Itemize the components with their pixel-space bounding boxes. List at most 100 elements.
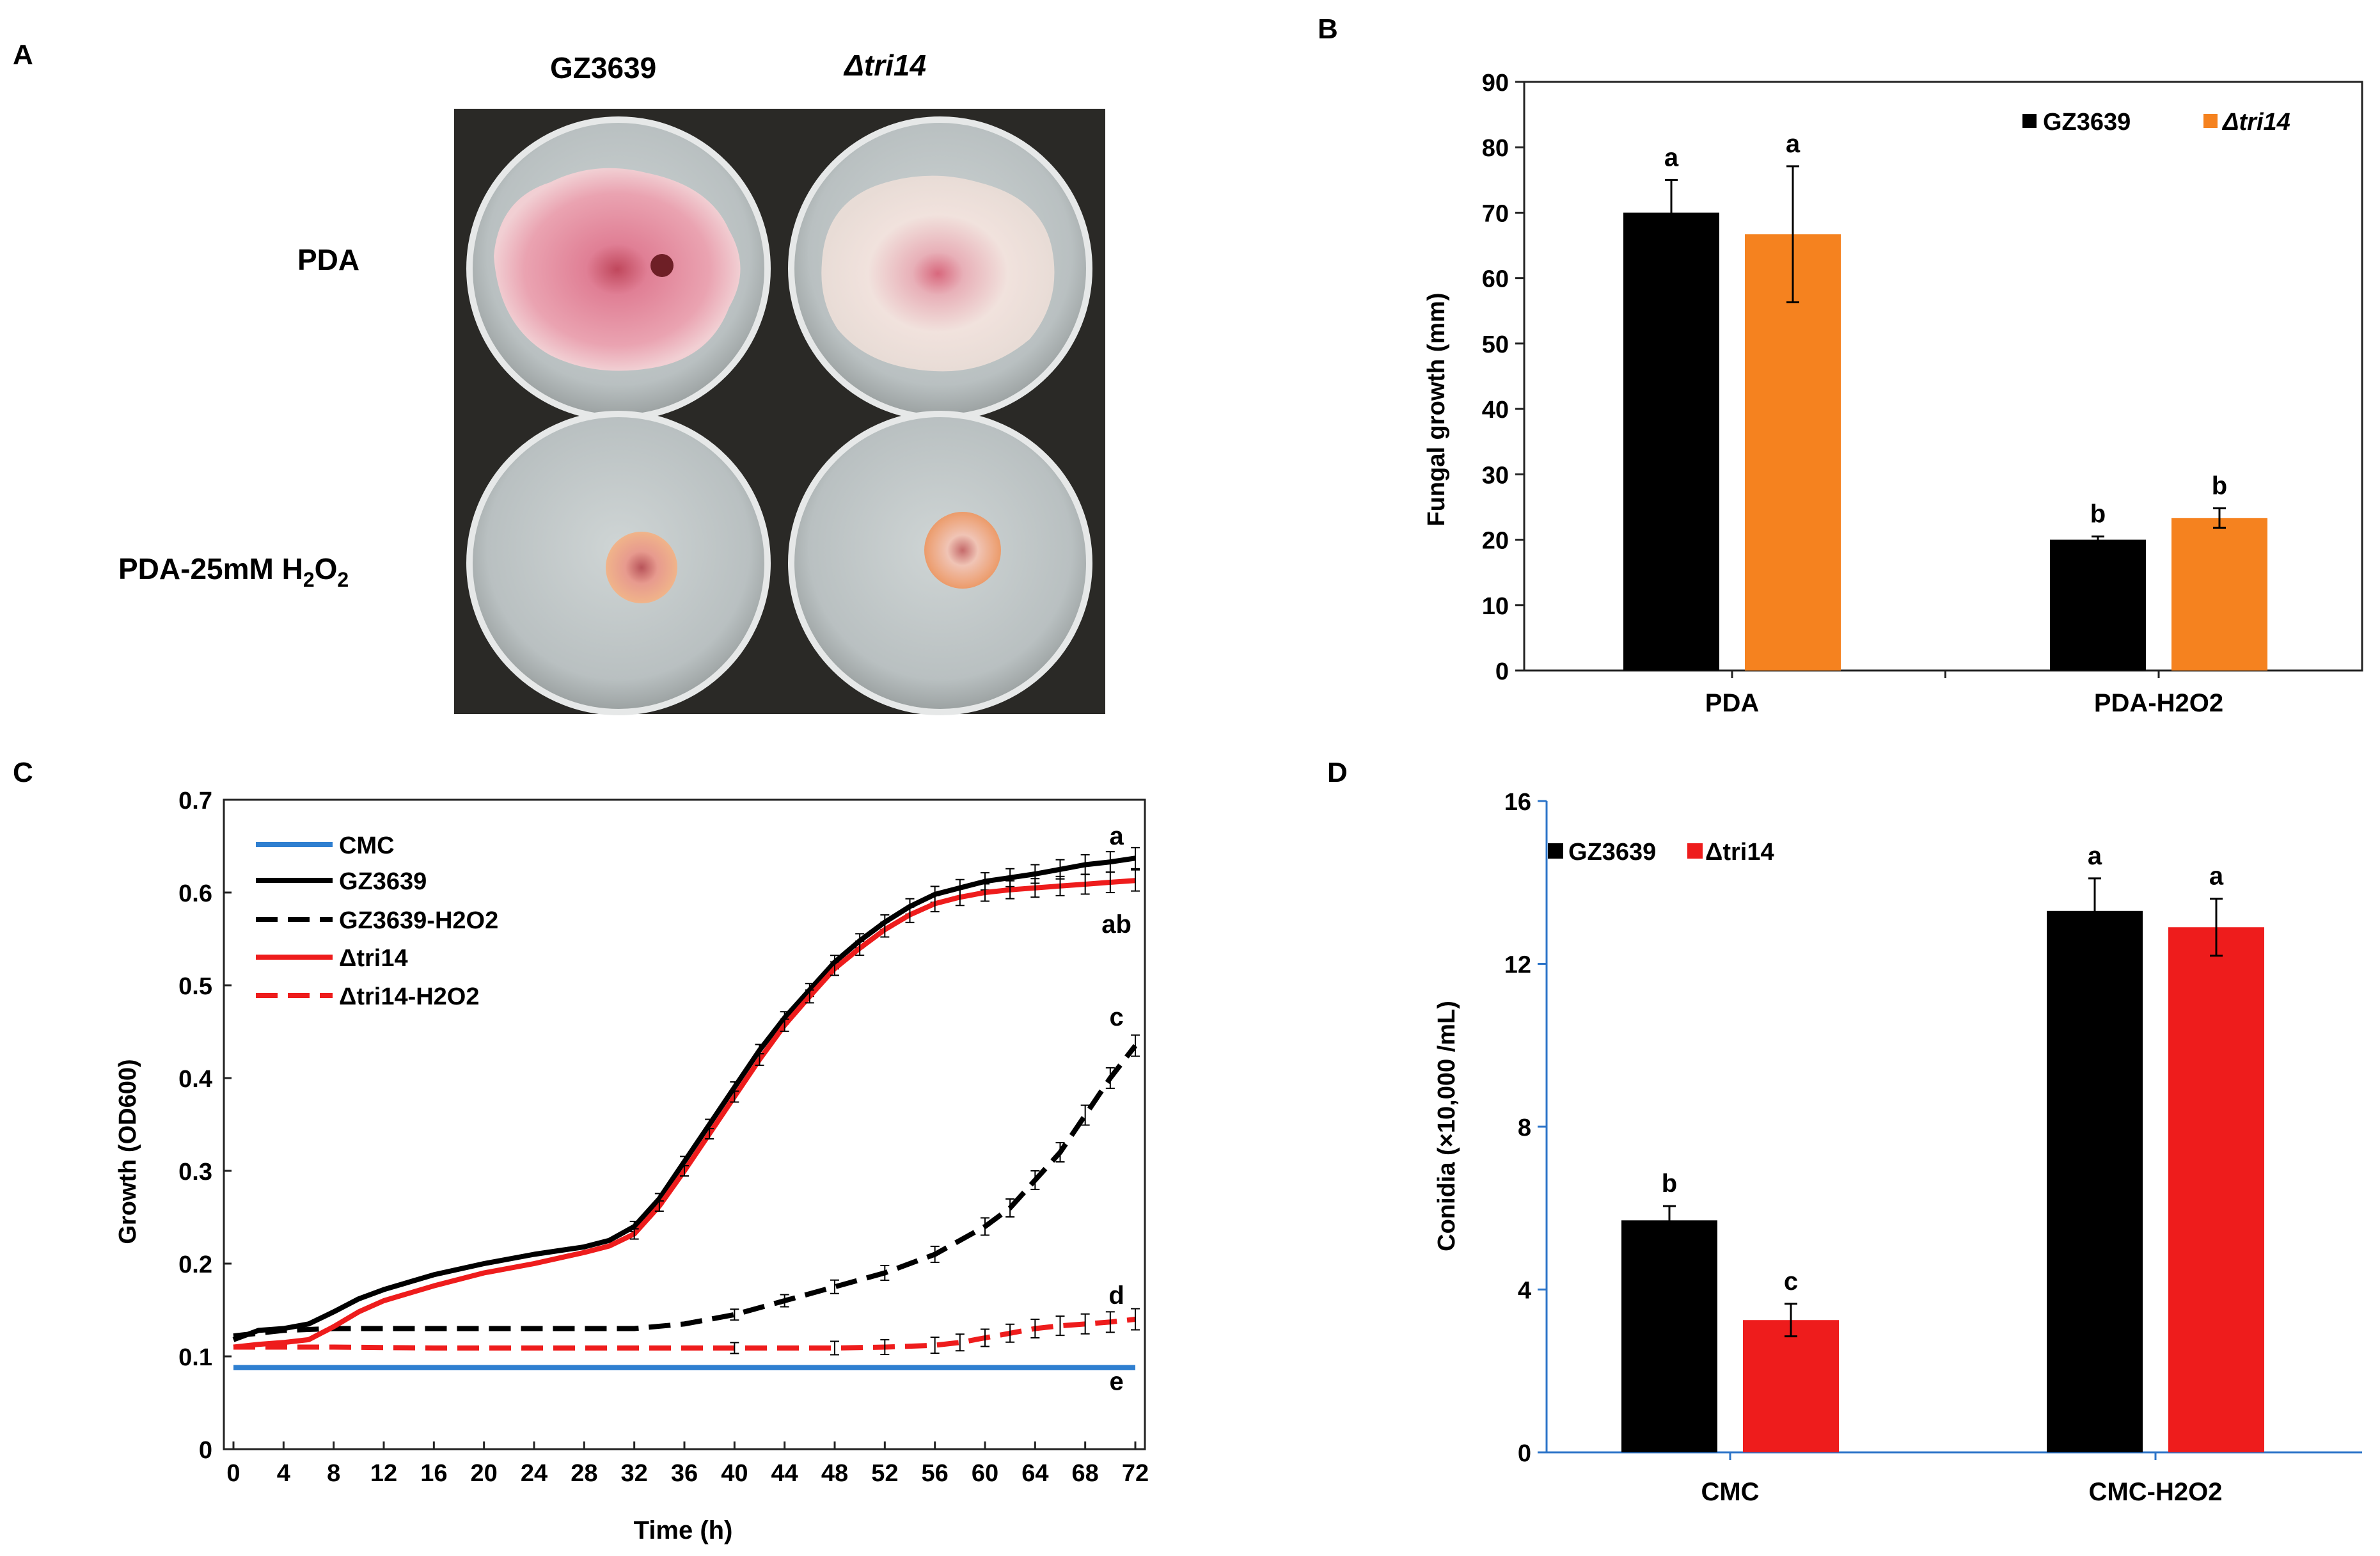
chart-c-xtick-label-0: 0 [226, 1460, 240, 1487]
chart-c-ytick-label-3: 0.3 [178, 1159, 212, 1186]
chart-c-xtick-label-14: 56 [922, 1460, 949, 1487]
chart-b-sig-letter-GZ3639-1: b [2090, 500, 2106, 528]
chart-d: Conidia (×10,000 /mL) 0 4 8 12 16 b a c a CMC CM… [1433, 789, 2362, 1506]
chart-d-category-cmc: CMC [1701, 1478, 1759, 1506]
chart-c-ytick-label-6: 0.6 [178, 880, 212, 907]
chart-d-sig-letter-tri14-1: a [2209, 862, 2224, 891]
chart-c-legend-delta-2: Δ [339, 983, 356, 1010]
chart-b-ytick-label-4: 40 [1482, 397, 1509, 424]
chart-c-legend-gz3639-h2o2: GZ3639-H2O2 [339, 907, 498, 934]
colony-tri14-pda [821, 175, 1055, 372]
panel-letter-c: C [13, 757, 33, 788]
chart-c-xtick-label-12: 48 [821, 1460, 848, 1487]
chart-c-legend: CMC GZ3639 GZ3639-H2O2 Δtri14 Δtri14-H2O… [256, 832, 498, 1010]
chart-c-xtick-label-17: 68 [1072, 1460, 1099, 1487]
chart-c-xtick-label-15: 60 [972, 1460, 998, 1487]
colony-center-gz3639-pda [650, 254, 674, 277]
chart-c-ytick-label-1: 0.1 [178, 1344, 212, 1371]
panel-letter-b: B [1318, 13, 1338, 45]
chart-d-ytick-label-3: 12 [1504, 952, 1531, 979]
chart-d-sig-letter-GZ3639-1: a [2088, 842, 2102, 870]
col-label-tri14-text: tri14 [864, 49, 926, 82]
chart-c-xtick-label-1: 4 [277, 1460, 290, 1487]
chart-d-ytick-label-0: 0 [1518, 1440, 1531, 1467]
chart-b-plot-frame [1523, 81, 2363, 672]
chart-b-sig-letter-tri14-1: b [2212, 472, 2227, 500]
chart-c-xtick-label-3: 12 [370, 1460, 397, 1487]
chart-b-ytick-label-0: 0 [1495, 658, 1509, 685]
chart-d-legend-tri14: Δtri14 [1705, 839, 1774, 866]
chart-c-legend-tri14-text: tri14 [356, 945, 407, 972]
panel-letter-d: D [1327, 757, 1348, 788]
chart-b-legend-tri14-text: tri14 [2239, 109, 2290, 136]
row-label-pda: PDA [297, 243, 359, 276]
chart-c-ytick-label-5: 0.5 [178, 973, 212, 1000]
chart-c-sig-letter-d: d [1108, 1282, 1124, 1310]
chart-c-legend-tri14-h2o2: Δtri14-H2O2 [339, 983, 480, 1010]
chart-d-sig-letter-tri14-0: c [1784, 1267, 1798, 1296]
chart-d-legend-gz3639: GZ3639 [1568, 839, 1656, 866]
chart-b-ylabel: Fungal growth (mm) [1423, 292, 1450, 526]
chart-c-sig-letter-c: c [1110, 1003, 1124, 1031]
chart-c-xtick-label-8: 32 [621, 1460, 648, 1487]
chart-b-ytick-label-5: 50 [1482, 331, 1509, 358]
row-label-pda-h2o2-text: PDA-25mM H [118, 552, 303, 585]
chart-b-bar-GZ3639-1 [2050, 539, 2146, 671]
chart-c-legend-delta-1: Δ [339, 945, 356, 972]
chart-b-ytick-label-9: 90 [1482, 70, 1509, 97]
chart-c-xtick-label-6: 24 [521, 1460, 548, 1487]
chart-c-legend-tri14: Δtri14 [339, 945, 408, 972]
chart-b-sig-letter-tri14-0: a [1786, 130, 1801, 158]
chart-c-xtick-label-13: 52 [871, 1460, 898, 1487]
row-label-pda-h2o2: PDA-25mM H2O2 [118, 552, 349, 591]
chart-b-bar-GZ3639-0 [1623, 212, 1719, 671]
chart-d-ytick-label-2: 8 [1518, 1115, 1531, 1141]
chart-c-sig-letter-a: a [1110, 822, 1124, 850]
chart-b-legend-delta: Δ [2221, 109, 2239, 136]
chart-b-legend-tri14: Δtri14 [2221, 109, 2290, 136]
panel-letter-a: A [13, 39, 33, 70]
chart-b-ytick-label-1: 10 [1482, 593, 1509, 620]
colony-gz3639-pda [494, 168, 741, 371]
chart-c-xtick-label-4: 16 [420, 1460, 447, 1487]
chart-c-sig-letter-e: e [1110, 1368, 1124, 1396]
chart-b-legend-swatch-gz3639 [2022, 114, 2037, 128]
chart-c-sig-letter-ab: ab [1101, 910, 1131, 939]
subscript-2b: 2 [337, 568, 349, 591]
row-label-o: O [315, 552, 338, 585]
chart-b-bar-tri14-0 [1745, 234, 1841, 671]
col-label-tri14: Δtri14 [843, 49, 926, 82]
chart-d-legend-delta: Δ [1705, 839, 1722, 866]
subscript-2: 2 [303, 568, 315, 591]
chart-c-ylabel: Growth (OD600) [114, 1059, 141, 1244]
chart-b-ytick-label-7: 70 [1482, 200, 1509, 227]
chart-b-category-pda-h2o2: PDA-H2O2 [2094, 689, 2223, 717]
chart-c-ytick-label-2: 0.2 [178, 1251, 212, 1278]
chart-c-xtick-label-10: 40 [721, 1460, 748, 1487]
delta-symbol: Δ [843, 49, 864, 82]
chart-c-xlabel: Time (h) [634, 1516, 733, 1544]
chart-b-ytick-label-8: 80 [1482, 135, 1509, 162]
chart-d-category-cmc-h2o2: CMC-H2O2 [2089, 1478, 2223, 1506]
chart-d-ytick-label-4: 16 [1504, 789, 1531, 816]
chart-b-ytick-label-2: 20 [1482, 528, 1509, 555]
chart-c-xtick-label-16: 64 [1021, 1460, 1048, 1487]
chart-d-legend-swatch-gz3639 [1548, 843, 1563, 859]
chart-d-ylabel: Conidia (×10,000 /mL) [1433, 1001, 1460, 1251]
plate-photo-panel: GZ3639 Δtri14 PDA PDA-25mM H2O2 [118, 49, 1105, 715]
chart-c-xtick-label-7: 28 [571, 1460, 597, 1487]
chart-c-plot-frame [223, 798, 1146, 1450]
chart-b-ytick-label-3: 30 [1482, 462, 1509, 489]
chart-c-ytick-label-4: 0.4 [178, 1066, 212, 1093]
chart-b: Fungal growth (mm) 0 10 20 30 40 50 60 70 80 90 a b… [1423, 70, 2363, 717]
chart-c-legend-cmc: CMC [339, 832, 395, 859]
chart-c-legend-gz3639: GZ3639 [339, 868, 427, 895]
chart-c-xtick-label-5: 20 [471, 1460, 498, 1487]
chart-d-legend-swatch-tri14 [1687, 843, 1703, 859]
chart-c-ytick-label-7: 0.7 [178, 788, 212, 814]
chart-d-ytick-label-1: 4 [1518, 1278, 1531, 1305]
chart-c: Growth (OD600) Time (h) 0 0.1 0.2 0.3 0.4 0.5… [114, 788, 1149, 1544]
colony-gz3639-h2o2 [606, 532, 677, 603]
